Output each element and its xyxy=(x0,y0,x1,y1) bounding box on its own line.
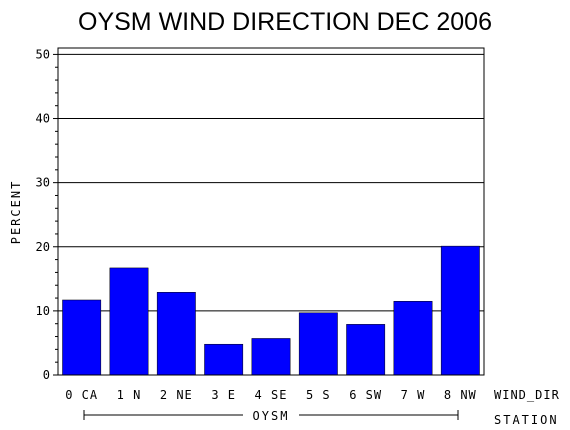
group-label: OYSM xyxy=(253,409,290,423)
x-category-label: 1 N xyxy=(117,388,142,402)
y-tick-label: 40 xyxy=(36,112,50,126)
y-axis-label: PERCENT xyxy=(9,180,23,245)
x-axis-labels: 0 CA 1 N 2 NE 3 E 4 SE 5 S 6 SW 7 W 8 NW xyxy=(65,388,477,402)
y-axis-ticks: 0 10 20 30 40 50 xyxy=(36,47,58,382)
x-category-label: 3 E xyxy=(211,388,236,402)
bar xyxy=(204,343,244,376)
bar xyxy=(251,338,291,376)
bar xyxy=(156,292,196,376)
x-axis-label: WIND_DIR xyxy=(494,388,560,402)
x-category-label: 0 CA xyxy=(65,388,98,402)
bar xyxy=(298,312,338,376)
y-tick-label: 50 xyxy=(36,47,50,61)
x-category-label: 4 SE xyxy=(255,388,288,402)
bar xyxy=(62,299,102,376)
x-category-label: 2 NE xyxy=(160,388,193,402)
bar xyxy=(346,324,386,376)
y-tick-label: 30 xyxy=(36,176,50,190)
group-bracket: OYSM xyxy=(83,408,459,423)
bar xyxy=(109,267,149,376)
y-tick-label: 0 xyxy=(43,368,50,382)
bar xyxy=(393,301,433,376)
x-category-label: 7 W xyxy=(401,388,426,402)
plot-frame xyxy=(57,47,485,376)
x-category-label: 8 NW xyxy=(444,388,477,402)
x-category-label: 6 SW xyxy=(349,388,382,402)
y-tick-label: 20 xyxy=(36,240,50,254)
bar xyxy=(440,245,480,376)
x-category-label: 5 S xyxy=(306,388,331,402)
bars xyxy=(62,245,480,376)
chart-title: OYSM WIND DIRECTION DEC 2006 xyxy=(78,8,492,36)
group-axis-label: STATION xyxy=(494,413,559,427)
y-tick-label: 10 xyxy=(36,304,50,318)
